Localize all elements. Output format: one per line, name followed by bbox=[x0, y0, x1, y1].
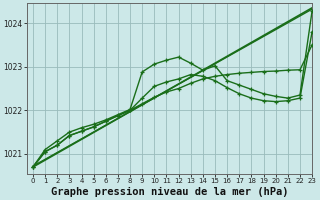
X-axis label: Graphe pression niveau de la mer (hPa): Graphe pression niveau de la mer (hPa) bbox=[51, 186, 288, 197]
